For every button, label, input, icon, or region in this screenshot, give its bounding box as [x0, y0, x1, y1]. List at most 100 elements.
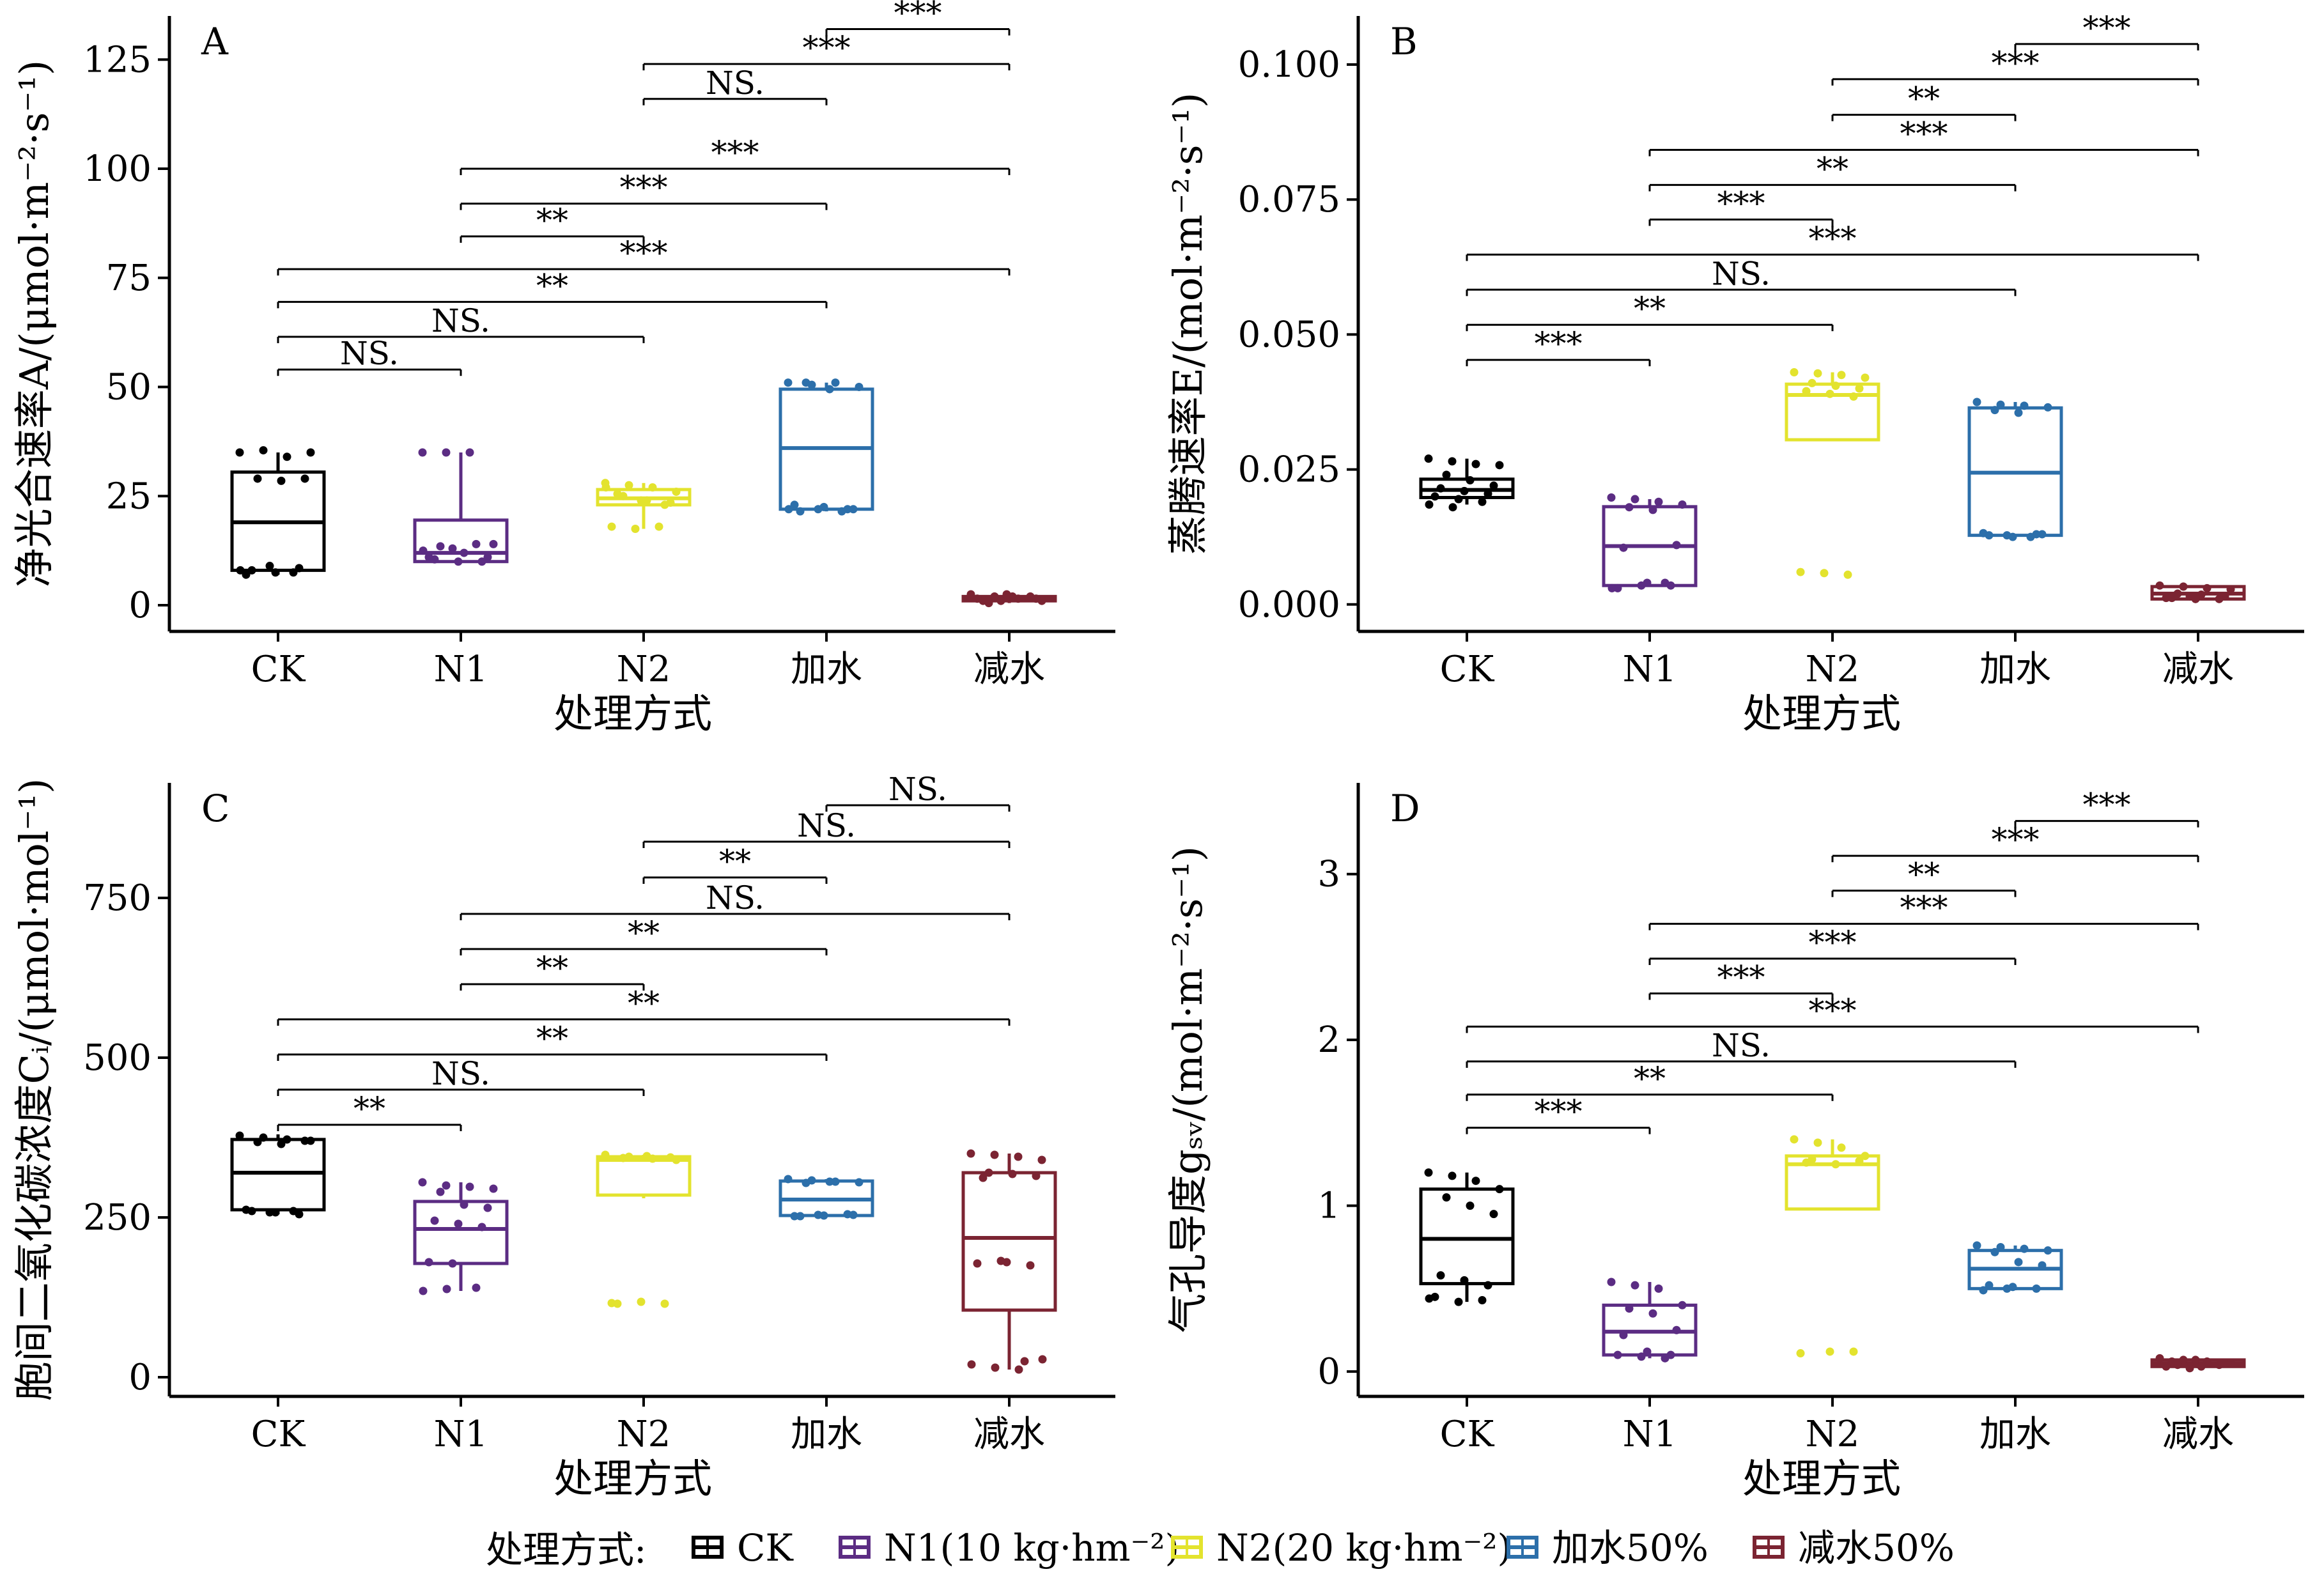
data-point: [973, 1259, 982, 1268]
data-point: [253, 474, 262, 483]
legend-item: 加水50%: [1507, 1526, 1708, 1570]
legend-item: N1(10 kg·hm⁻²): [839, 1526, 1179, 1570]
y-tick-label: 0: [128, 585, 151, 626]
box-N1: N1: [1602, 493, 1698, 690]
panel-a: 0 25 50 75 100 125 A 净光合速率A/(μmol·m⁻²·s⁻¹) 处理方式 C…: [11, 0, 1115, 737]
box-减水: 减水: [961, 590, 1057, 690]
legend-label: 减水50%: [1798, 1526, 1955, 1570]
data-point: [465, 448, 474, 457]
significance-bracket: **: [277, 267, 828, 309]
data-point: [973, 594, 982, 603]
data-point: [1637, 1352, 1646, 1361]
data-point: [1607, 1278, 1616, 1286]
significance-label: NS.: [797, 807, 856, 844]
data-point: [1631, 1281, 1639, 1290]
significance-bracket: **: [1831, 81, 2017, 121]
data-point: [966, 590, 975, 599]
y-axis-label: 蒸腾速率E/(mol·m⁻²·s⁻¹): [1165, 93, 1211, 555]
data-point: [1436, 484, 1445, 493]
data-point: [849, 505, 858, 514]
data-point: [2185, 1364, 2194, 1373]
data-point: [1678, 1301, 1687, 1309]
data-point: [1619, 543, 1628, 552]
significance-label: ***: [1900, 115, 1948, 152]
data-point: [966, 1149, 975, 1158]
data-point: [1672, 541, 1681, 550]
significance-bracket: NS.: [277, 335, 462, 376]
significance-label: ***: [1535, 325, 1583, 362]
data-point: [642, 1152, 651, 1161]
data-point: [1471, 459, 1480, 468]
data-point: [283, 452, 291, 461]
data-point: [1813, 369, 1822, 378]
data-point: [1478, 497, 1487, 506]
significance-bracket: NS.: [277, 1055, 645, 1096]
data-point: [419, 546, 428, 555]
data-point: [1825, 1347, 1834, 1356]
data-point: [448, 544, 457, 553]
data-point: [265, 1208, 274, 1217]
x-tick-label: 减水: [973, 1414, 1045, 1455]
data-point: [2020, 1244, 2029, 1253]
significance-label: NS.: [706, 65, 764, 102]
significance-label: ***: [1809, 924, 1857, 961]
data-point: [1607, 493, 1616, 502]
data-point: [1483, 1281, 1492, 1290]
data-point: [1489, 1210, 1498, 1219]
data-point: [271, 1208, 280, 1217]
data-point: [637, 1297, 646, 1306]
data-point: [1820, 569, 1829, 578]
y-tick-label: 0.050: [1238, 314, 1340, 355]
significance-bracket: **: [1648, 150, 2017, 192]
x-tick-label: 减水: [2162, 1414, 2234, 1455]
x-tick-label: N1: [1623, 649, 1677, 690]
data-point: [666, 1153, 675, 1162]
x-tick-label: CK: [251, 649, 306, 690]
data-point: [277, 476, 286, 485]
data-point: [1802, 1158, 1811, 1167]
data-point: [2167, 594, 2176, 603]
data-point: [1454, 495, 1463, 504]
box-加水: 加水: [779, 1175, 874, 1455]
data-point: [802, 1178, 810, 1187]
data-point: [1460, 1276, 1469, 1285]
data-point: [424, 1258, 433, 1267]
significance-bracket: **: [1466, 290, 1834, 332]
data-point: [784, 378, 793, 387]
data-point: [1625, 1304, 1634, 1313]
data-point: [1430, 492, 1439, 501]
box-N1: N1: [413, 448, 509, 690]
data-point: [2226, 585, 2235, 594]
data-point: [306, 448, 315, 457]
x-tick-label: CK: [1440, 649, 1495, 690]
x-axis-label: 处理方式: [554, 1455, 712, 1502]
significance-label: NS.: [1712, 1027, 1770, 1064]
box-N2: N2: [596, 479, 692, 690]
data-point: [2203, 1357, 2212, 1366]
significance-label: **: [1634, 1060, 1666, 1097]
data-point: [259, 1133, 268, 1142]
data-point: [242, 570, 251, 579]
data-point: [967, 1360, 976, 1369]
data-point: [247, 566, 256, 575]
data-point: [843, 1210, 852, 1219]
data-point: [448, 1259, 457, 1268]
data-point: [1796, 568, 1805, 576]
x-axis-label: 处理方式: [1742, 690, 1901, 737]
data-point: [996, 1256, 1005, 1265]
significance-bracket: ***: [1648, 924, 2017, 966]
data-point: [1495, 1185, 1504, 1194]
significance-bracket: **: [277, 1020, 828, 1061]
significance-bracket: ***: [2014, 787, 2199, 828]
data-point: [1979, 1286, 1988, 1295]
data-point: [855, 383, 864, 392]
data-point: [477, 557, 486, 566]
x-tick-label: 加水: [1979, 649, 2051, 690]
data-point: [1425, 500, 1434, 509]
data-point: [2185, 592, 2194, 601]
data-point: [259, 446, 268, 455]
data-point: [825, 385, 834, 394]
x-axis-label: 处理方式: [554, 690, 712, 737]
significance-label: **: [628, 915, 660, 952]
data-point: [2162, 1362, 2171, 1371]
